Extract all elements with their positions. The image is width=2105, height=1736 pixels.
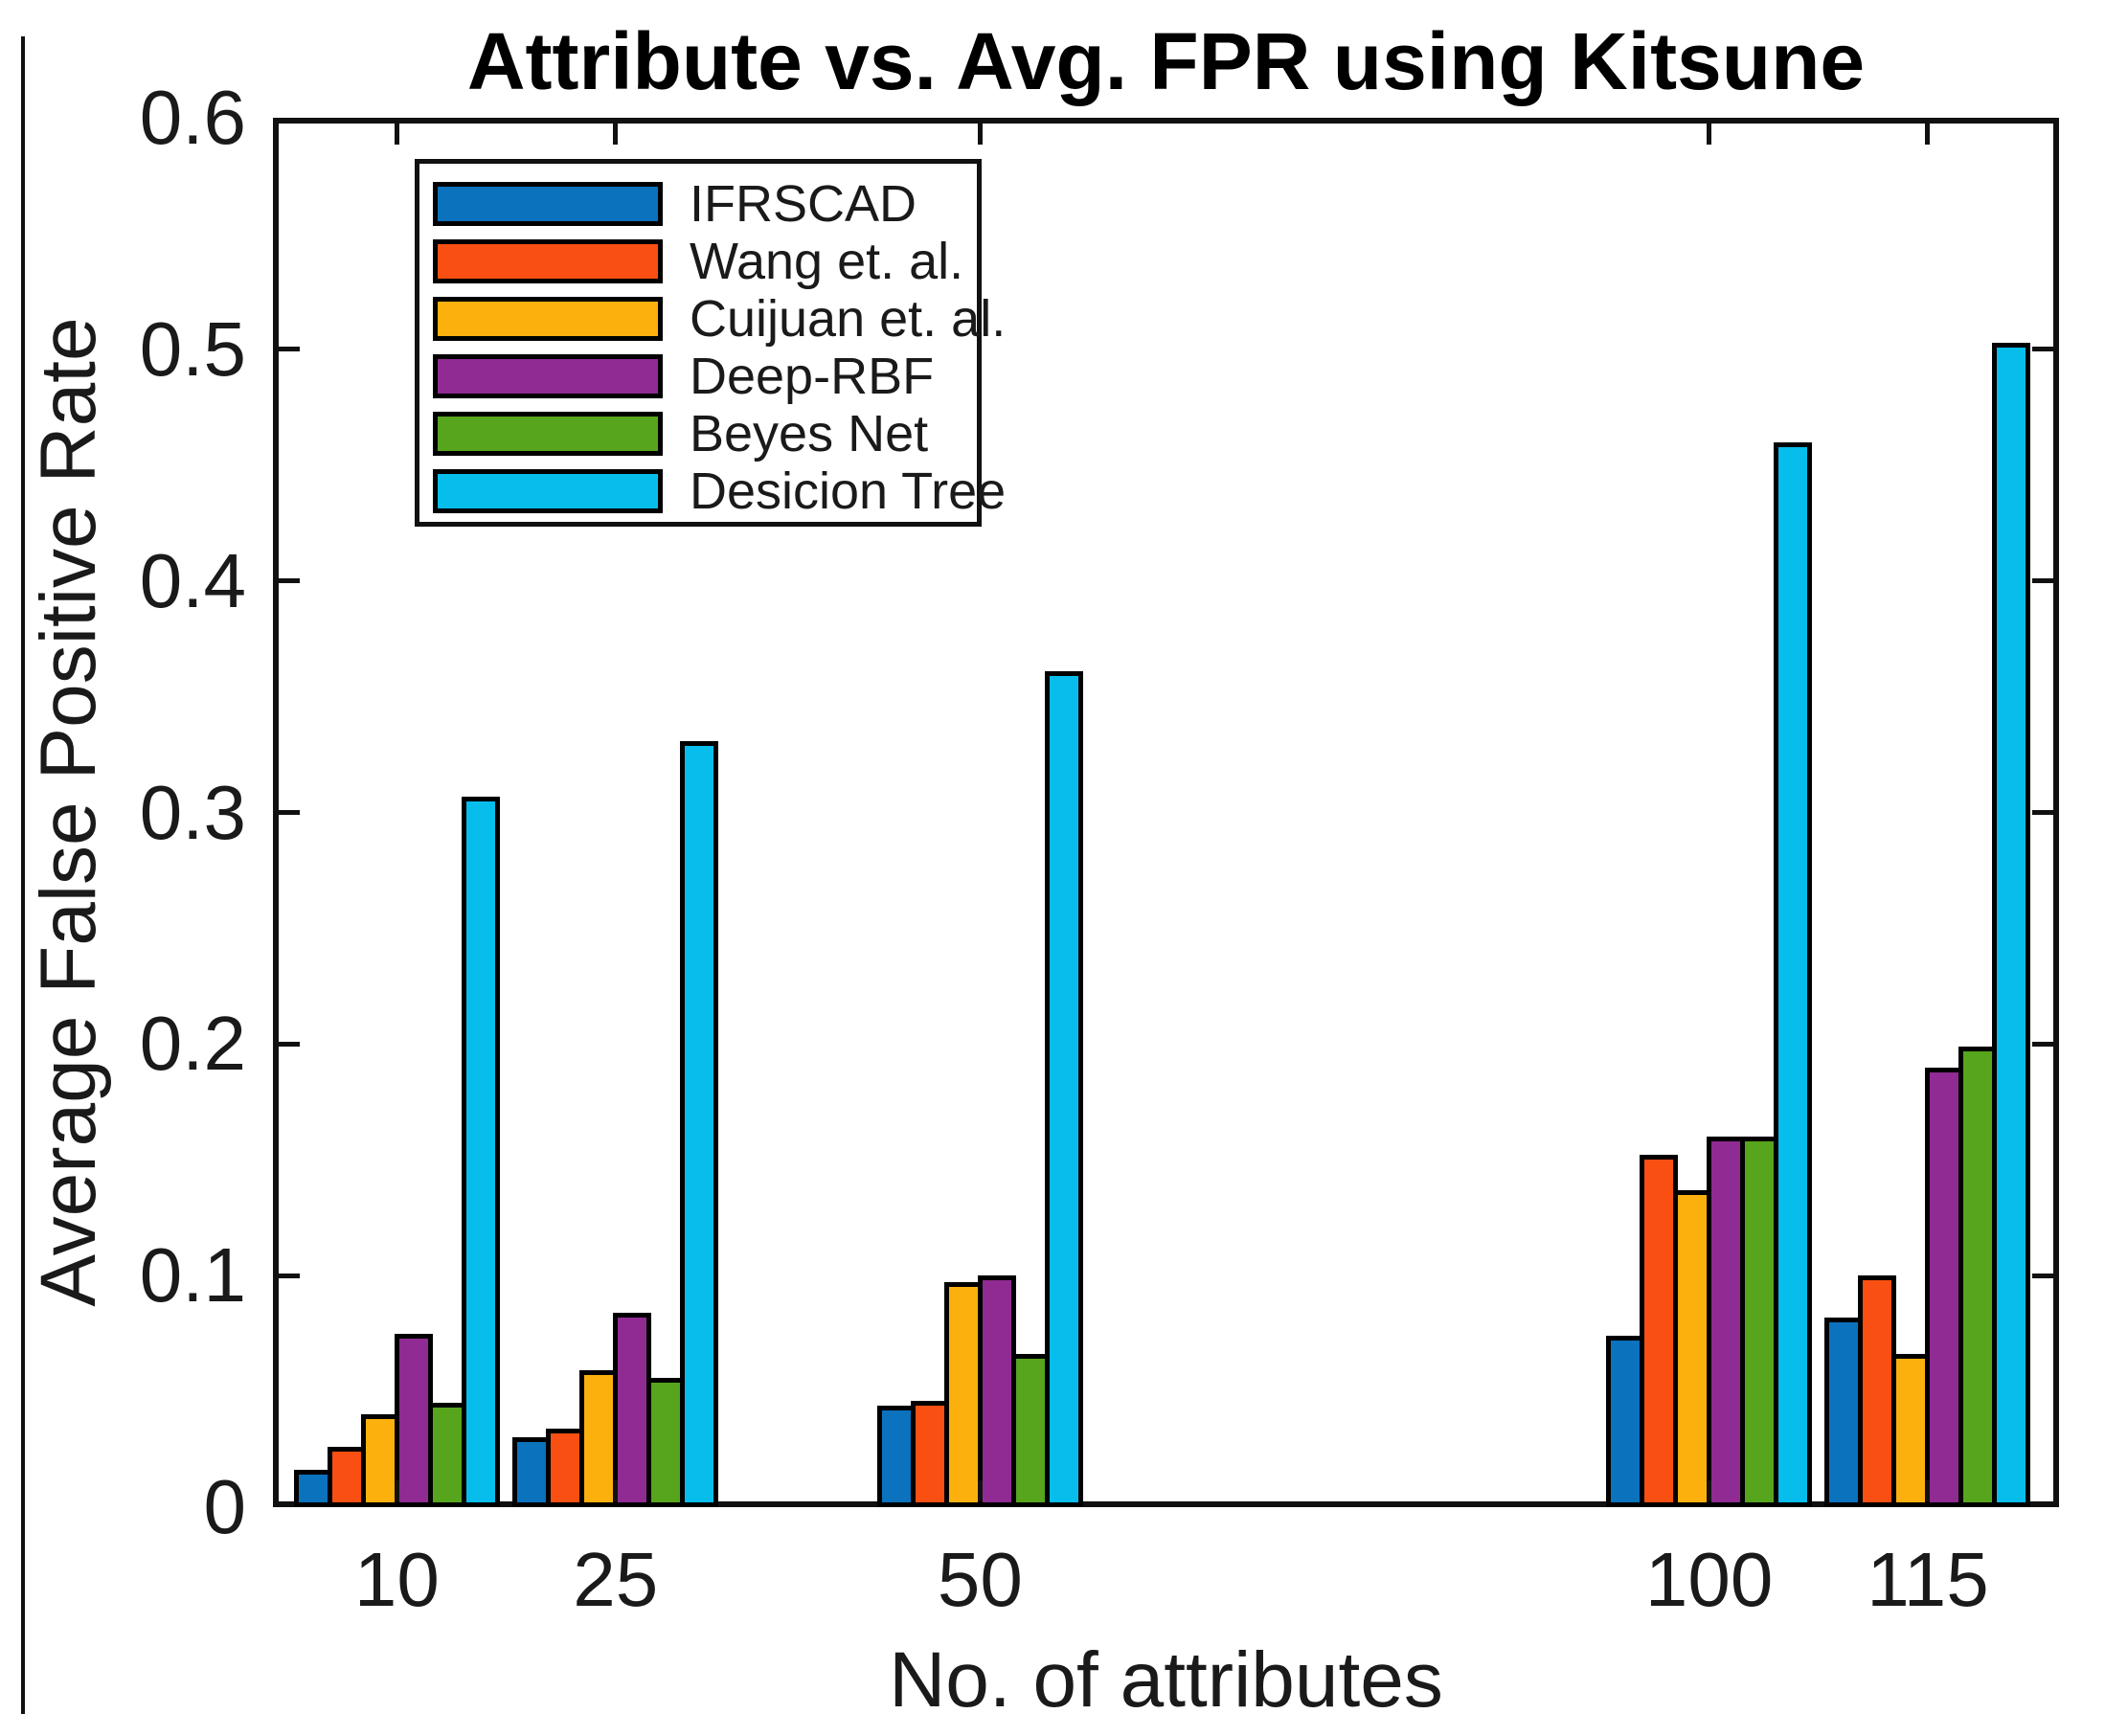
tick-mark <box>2032 578 2053 584</box>
tick-mark <box>977 124 983 145</box>
legend-label: Wang et. al. <box>690 233 964 290</box>
tick-mark <box>613 1480 619 1501</box>
x-tick-label: 50 <box>937 1537 1023 1622</box>
y-tick-label: 0.1 <box>139 1232 246 1319</box>
legend: IFRSCAD Wang et. al. Cuijuan et. al. Deep-R… <box>415 159 1006 527</box>
legend-item: Beyes Net <box>433 405 977 462</box>
legend-label: IFRSCAD <box>690 175 917 233</box>
legend-swatch <box>433 239 663 283</box>
left-border-rule <box>21 36 25 1714</box>
bar-deep-rbf-x25 <box>613 1312 652 1507</box>
tick-mark <box>1707 1480 1712 1501</box>
tick-mark <box>279 347 300 352</box>
y-tick-label: 0.3 <box>139 769 246 855</box>
tick-mark <box>2032 810 2053 815</box>
x-tick-label: 115 <box>1867 1537 1989 1622</box>
bar-desicion-tree-x25 <box>680 740 719 1507</box>
legend-swatch <box>433 182 663 226</box>
y-tick-label: 0.6 <box>139 75 246 160</box>
legend-swatch <box>433 354 663 398</box>
legend-item: Desicion Tree <box>433 462 1006 520</box>
legend-item: IFRSCAD <box>433 175 977 233</box>
tick-mark <box>394 1480 399 1501</box>
legend-swatch <box>433 412 663 456</box>
legend-item: Wang et. al. <box>433 233 977 290</box>
tick-mark <box>279 578 300 584</box>
legend-item: Deep-RBF <box>433 348 977 405</box>
bar-desicion-tree-x50 <box>1044 670 1083 1507</box>
y-tick-label: 0.5 <box>139 305 246 392</box>
tick-mark <box>279 1273 300 1278</box>
tick-mark <box>2032 1273 2053 1278</box>
y-tick-label: 0.4 <box>139 537 246 623</box>
tick-mark <box>977 1480 983 1501</box>
tick-mark <box>1925 124 1931 145</box>
tick-mark <box>2032 1041 2053 1047</box>
tick-mark <box>1925 1480 1931 1501</box>
legend-label: Desicion Tree <box>690 462 1007 520</box>
x-tick-label: 25 <box>573 1537 659 1622</box>
bar-wang-et-al--x50 <box>910 1400 949 1507</box>
legend-label: Cuijuan et. al. <box>690 290 1007 348</box>
y-tick-label: 0 <box>203 1464 247 1549</box>
legend-item: Cuijuan et. al. <box>433 290 1006 348</box>
x-tick-label: 10 <box>353 1537 440 1622</box>
legend-label: Deep-RBF <box>690 348 935 405</box>
bar-wang-et-al--x25 <box>546 1428 585 1507</box>
legend-swatch <box>433 297 663 341</box>
bar-desicion-tree-x115 <box>1992 342 2031 1507</box>
y-tick-label: 0.2 <box>139 1001 246 1087</box>
bar-desicion-tree-x100 <box>1774 441 1813 1507</box>
tick-mark <box>279 1041 300 1047</box>
tick-mark <box>1707 124 1712 145</box>
tick-mark <box>2032 347 2053 352</box>
x-axis-label: No. of attributes <box>889 1636 1443 1724</box>
chart-title: Attribute vs. Avg. FPR using Kitsune <box>466 16 1866 106</box>
bar-desicion-tree-x10 <box>461 796 500 1507</box>
tick-mark <box>613 124 619 145</box>
legend-swatch <box>433 469 663 513</box>
tick-mark <box>394 124 399 145</box>
tick-mark <box>279 810 300 815</box>
x-tick-label: 100 <box>1644 1537 1774 1622</box>
legend-label: Beyes Net <box>690 405 929 462</box>
